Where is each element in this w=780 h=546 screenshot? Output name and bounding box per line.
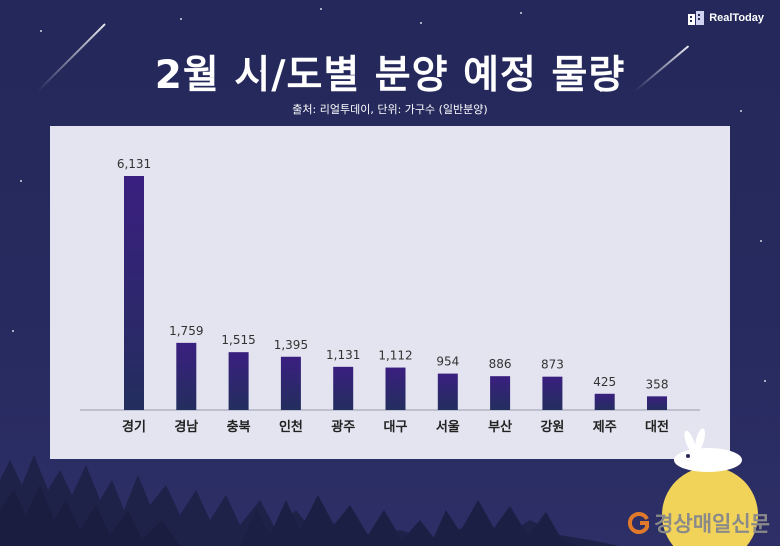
category-label: 경남 [174, 419, 198, 435]
chart-title: 2월 시/도별 분양 예정 물량 [154, 53, 626, 98]
star [764, 380, 766, 382]
value-label: 1,395 [274, 338, 308, 352]
value-label: 425 [593, 375, 616, 389]
category-label: 경기 [122, 419, 146, 435]
bar-제주 [594, 393, 615, 410]
publisher-name: 경상매일신문 [654, 512, 770, 536]
star [260, 70, 262, 72]
star [520, 12, 522, 14]
trees-silhouette [0, 455, 620, 546]
value-label: 873 [541, 358, 564, 372]
value-label: 954 [436, 355, 459, 369]
bar-강원 [542, 376, 563, 410]
category-label: 부산 [488, 419, 512, 435]
category-label: 서울 [436, 419, 460, 435]
category-label: 대전 [645, 419, 669, 435]
category-label: 대구 [384, 420, 408, 435]
g-logo-icon [628, 512, 650, 534]
star [420, 22, 422, 24]
bar-광주 [333, 366, 354, 410]
building-icon [688, 11, 705, 25]
star [760, 240, 762, 242]
bar-대전 [647, 396, 667, 410]
category-label: 강원 [540, 419, 564, 435]
chart-source: 출처: 리얼투데이, 단위: 가구수 (일반분양) [292, 103, 488, 116]
bar-충북 [228, 352, 249, 410]
bar-부산 [490, 376, 511, 410]
bar-서울 [437, 373, 458, 410]
star [180, 18, 182, 20]
category-label: 제주 [593, 420, 617, 435]
bar-경남 [176, 342, 197, 410]
star [12, 330, 14, 332]
bar-경기 [124, 176, 144, 410]
value-label: 358 [646, 377, 669, 391]
publisher-logo: 경상매일신문 [628, 508, 770, 538]
chart-panel: 6,131 경기 1,759 경남 1,515 충북 1,395 인천 1,131 광주 1,112… [50, 126, 730, 459]
star [20, 180, 22, 182]
brand-logo: RealToday [687, 10, 764, 26]
bar-대구 [385, 367, 406, 410]
value-label: 886 [489, 357, 512, 371]
value-label: 1,759 [169, 324, 203, 338]
value-label: 1,131 [326, 348, 360, 362]
star [600, 90, 602, 92]
category-label: 충북 [227, 419, 251, 435]
bar-chart: 6,131 경기 1,759 경남 1,515 충북 1,395 인천 1,131 광주 1,112… [80, 157, 700, 435]
category-label: 광주 [331, 420, 355, 435]
brand-name: RealToday [709, 12, 764, 24]
star [740, 110, 742, 112]
value-label: 1,112 [378, 349, 412, 363]
value-label: 6,131 [117, 157, 151, 171]
category-label: 인천 [279, 419, 303, 435]
star [320, 8, 322, 10]
moon-rabbit-illustration [662, 428, 758, 546]
value-label: 1,515 [221, 333, 255, 347]
star [40, 30, 42, 32]
bar-인천 [280, 356, 301, 410]
